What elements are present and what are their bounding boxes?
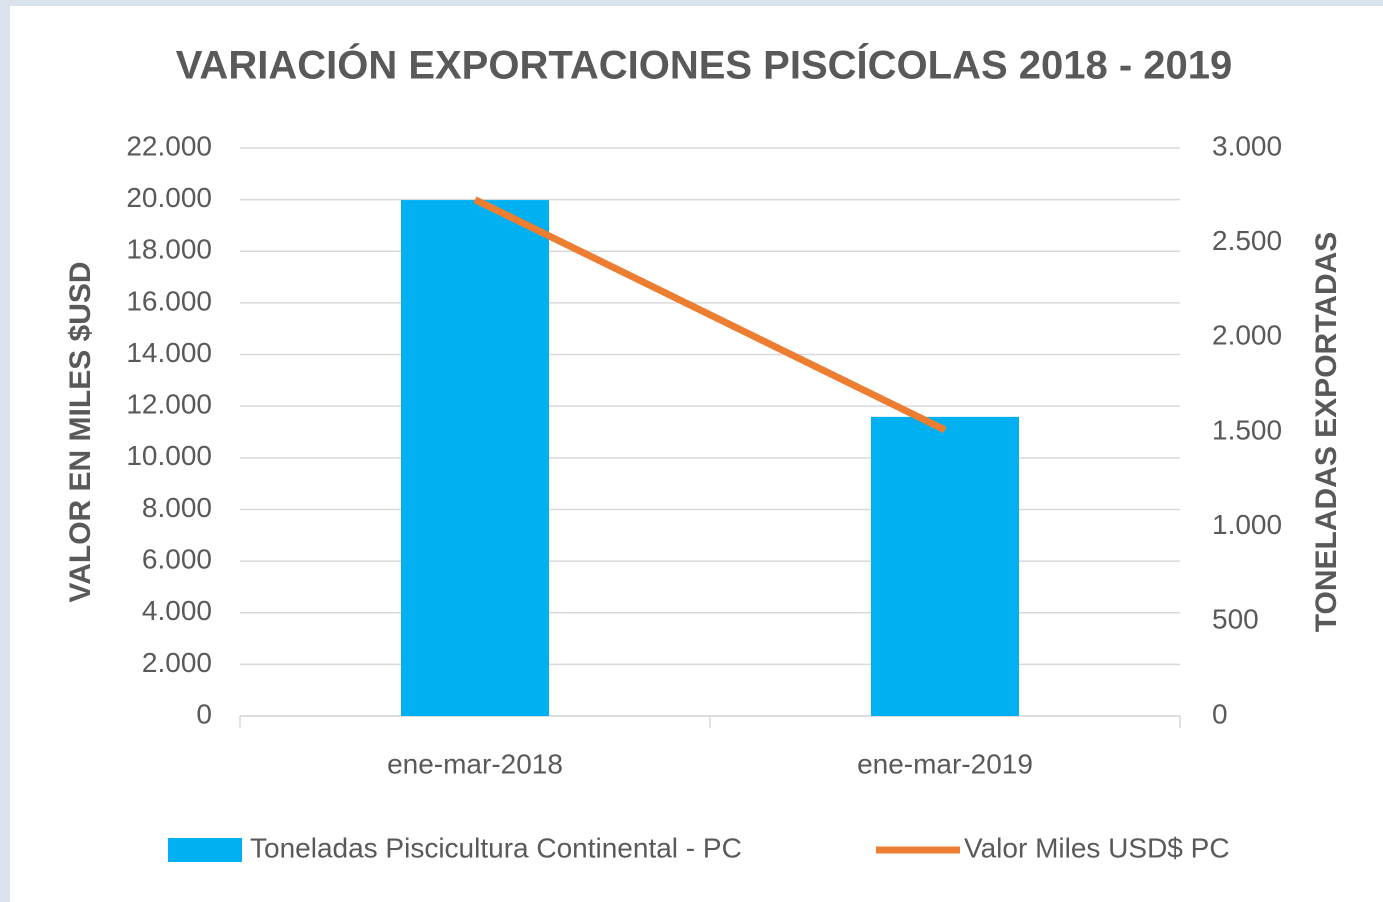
y-tick-label: 0 bbox=[196, 698, 212, 729]
y-tick-label: 2.000 bbox=[142, 647, 212, 678]
y-tick-label: 12.000 bbox=[126, 389, 212, 420]
y-tick-label: 4.000 bbox=[142, 595, 212, 626]
y-tick-label: 16.000 bbox=[126, 285, 212, 316]
y2-tick-label: 1.500 bbox=[1212, 414, 1282, 445]
y-tick-label: 20.000 bbox=[126, 182, 212, 213]
y-tick-label: 10.000 bbox=[126, 440, 212, 471]
legend-label: Valor Miles USD$ PC bbox=[964, 832, 1230, 863]
legend-swatch bbox=[168, 838, 242, 862]
bar bbox=[871, 416, 1019, 716]
chart-title: VARIACIÓN EXPORTACIONES PISCÍCOLAS 2018 … bbox=[176, 42, 1233, 88]
y-tick-label: 6.000 bbox=[142, 543, 212, 574]
y-tick-label: 8.000 bbox=[142, 492, 212, 523]
y-tick-label: 22.000 bbox=[126, 130, 212, 161]
y2-tick-label: 0 bbox=[1212, 698, 1228, 729]
y2-tick-label: 1.000 bbox=[1212, 509, 1282, 540]
y2-tick-label: 2.500 bbox=[1212, 225, 1282, 256]
y-tick-label: 18.000 bbox=[126, 234, 212, 265]
y2-tick-label: 500 bbox=[1212, 604, 1259, 635]
legend-label: Toneladas Piscicultura Continental - PC bbox=[250, 832, 742, 863]
line bbox=[473, 196, 947, 434]
y2-axis-title: TONELADAS EXPORTADAS bbox=[1310, 232, 1343, 633]
bar bbox=[401, 200, 549, 717]
y2-tick-label: 3.000 bbox=[1212, 130, 1282, 161]
x-tick-label: ene-mar-2019 bbox=[857, 748, 1033, 779]
y-tick-label: 14.000 bbox=[126, 337, 212, 368]
y2-tick-label: 2.000 bbox=[1212, 320, 1282, 351]
y-axis-title: VALOR EN MILES $USD bbox=[64, 261, 97, 602]
chart-area bbox=[10, 6, 1383, 902]
x-tick-label: ene-mar-2018 bbox=[387, 748, 563, 779]
